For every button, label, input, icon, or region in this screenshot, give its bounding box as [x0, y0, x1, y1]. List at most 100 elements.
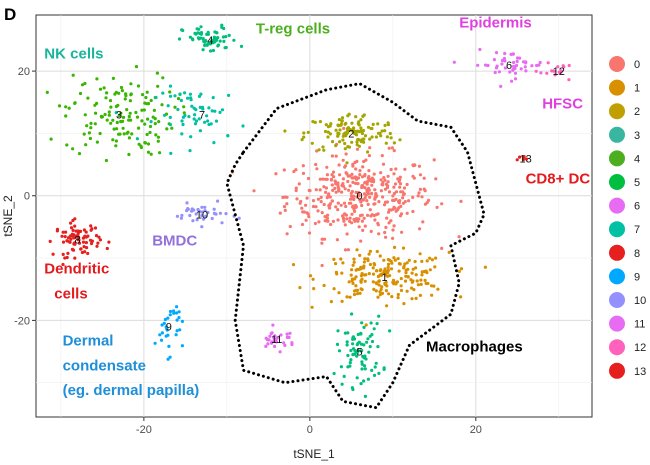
point [370, 126, 374, 131]
legend-label: 12 [634, 342, 646, 354]
point [273, 339, 277, 343]
point [534, 69, 538, 73]
point [206, 210, 210, 215]
point [367, 154, 371, 158]
point [320, 237, 324, 241]
point [421, 220, 425, 224]
point [355, 143, 359, 147]
point [363, 273, 367, 277]
point [322, 148, 326, 152]
cluster-label-13: 13 [519, 153, 531, 165]
point [354, 177, 359, 181]
y-axis-title: tSNE_2 [1, 195, 15, 237]
legend-item-9: 9 [609, 268, 640, 285]
point [166, 357, 170, 361]
point [205, 114, 209, 118]
point [326, 130, 330, 134]
point [562, 65, 566, 69]
point [329, 222, 333, 227]
grid-lines [36, 15, 592, 417]
macrophage-boundary [225, 82, 486, 410]
point [373, 188, 377, 192]
point [325, 173, 329, 177]
point [349, 201, 353, 205]
point [60, 234, 64, 238]
point [370, 176, 374, 180]
point [180, 28, 184, 32]
point [382, 367, 386, 371]
scatter-points [45, 23, 571, 398]
point [351, 353, 355, 357]
point [363, 367, 367, 371]
point [305, 211, 309, 215]
point [384, 235, 388, 239]
point [61, 230, 65, 234]
point [379, 178, 383, 182]
point [368, 262, 372, 267]
point [359, 382, 363, 386]
point [354, 132, 358, 137]
point [537, 63, 541, 67]
point [353, 209, 357, 213]
point [401, 246, 406, 250]
point [430, 258, 434, 262]
point [357, 225, 361, 229]
point [165, 127, 169, 131]
point [190, 104, 194, 108]
point [273, 344, 277, 348]
point [305, 196, 309, 200]
point [360, 321, 364, 325]
point [360, 183, 364, 188]
point [366, 377, 370, 381]
point [354, 181, 358, 185]
point [500, 58, 504, 63]
point [324, 123, 328, 127]
point [363, 196, 367, 200]
point [302, 135, 306, 139]
annotation-condensate: condensate [63, 357, 146, 374]
point [328, 203, 332, 207]
point [387, 208, 391, 212]
point [168, 90, 172, 94]
point [307, 215, 311, 219]
point [339, 203, 343, 207]
point [418, 187, 422, 191]
point [406, 275, 410, 279]
cluster-label-2: 2 [348, 128, 354, 140]
point [366, 213, 370, 217]
point [356, 191, 360, 195]
point [71, 228, 75, 232]
point [369, 321, 373, 325]
point [156, 84, 160, 88]
point [130, 132, 134, 136]
x-tick-label: 20 [470, 424, 482, 436]
point [105, 246, 109, 251]
point [350, 212, 354, 216]
point [410, 271, 414, 275]
point [508, 70, 512, 74]
point [386, 262, 391, 266]
point [93, 122, 97, 126]
point [486, 63, 490, 68]
point [274, 172, 278, 176]
point [363, 394, 367, 398]
point [104, 158, 108, 163]
point [389, 219, 393, 223]
point [379, 171, 383, 175]
point [354, 115, 358, 119]
point [200, 225, 204, 229]
point [275, 336, 279, 340]
point [218, 39, 222, 43]
point [89, 224, 93, 228]
point [84, 143, 88, 147]
point [359, 126, 363, 130]
point [194, 119, 199, 123]
point [105, 91, 109, 95]
point [220, 221, 224, 225]
point [315, 149, 319, 153]
annotation-epidermis: Epidermis [459, 15, 532, 32]
point [320, 241, 324, 245]
point [514, 63, 519, 68]
point [135, 115, 140, 119]
point [379, 134, 383, 138]
